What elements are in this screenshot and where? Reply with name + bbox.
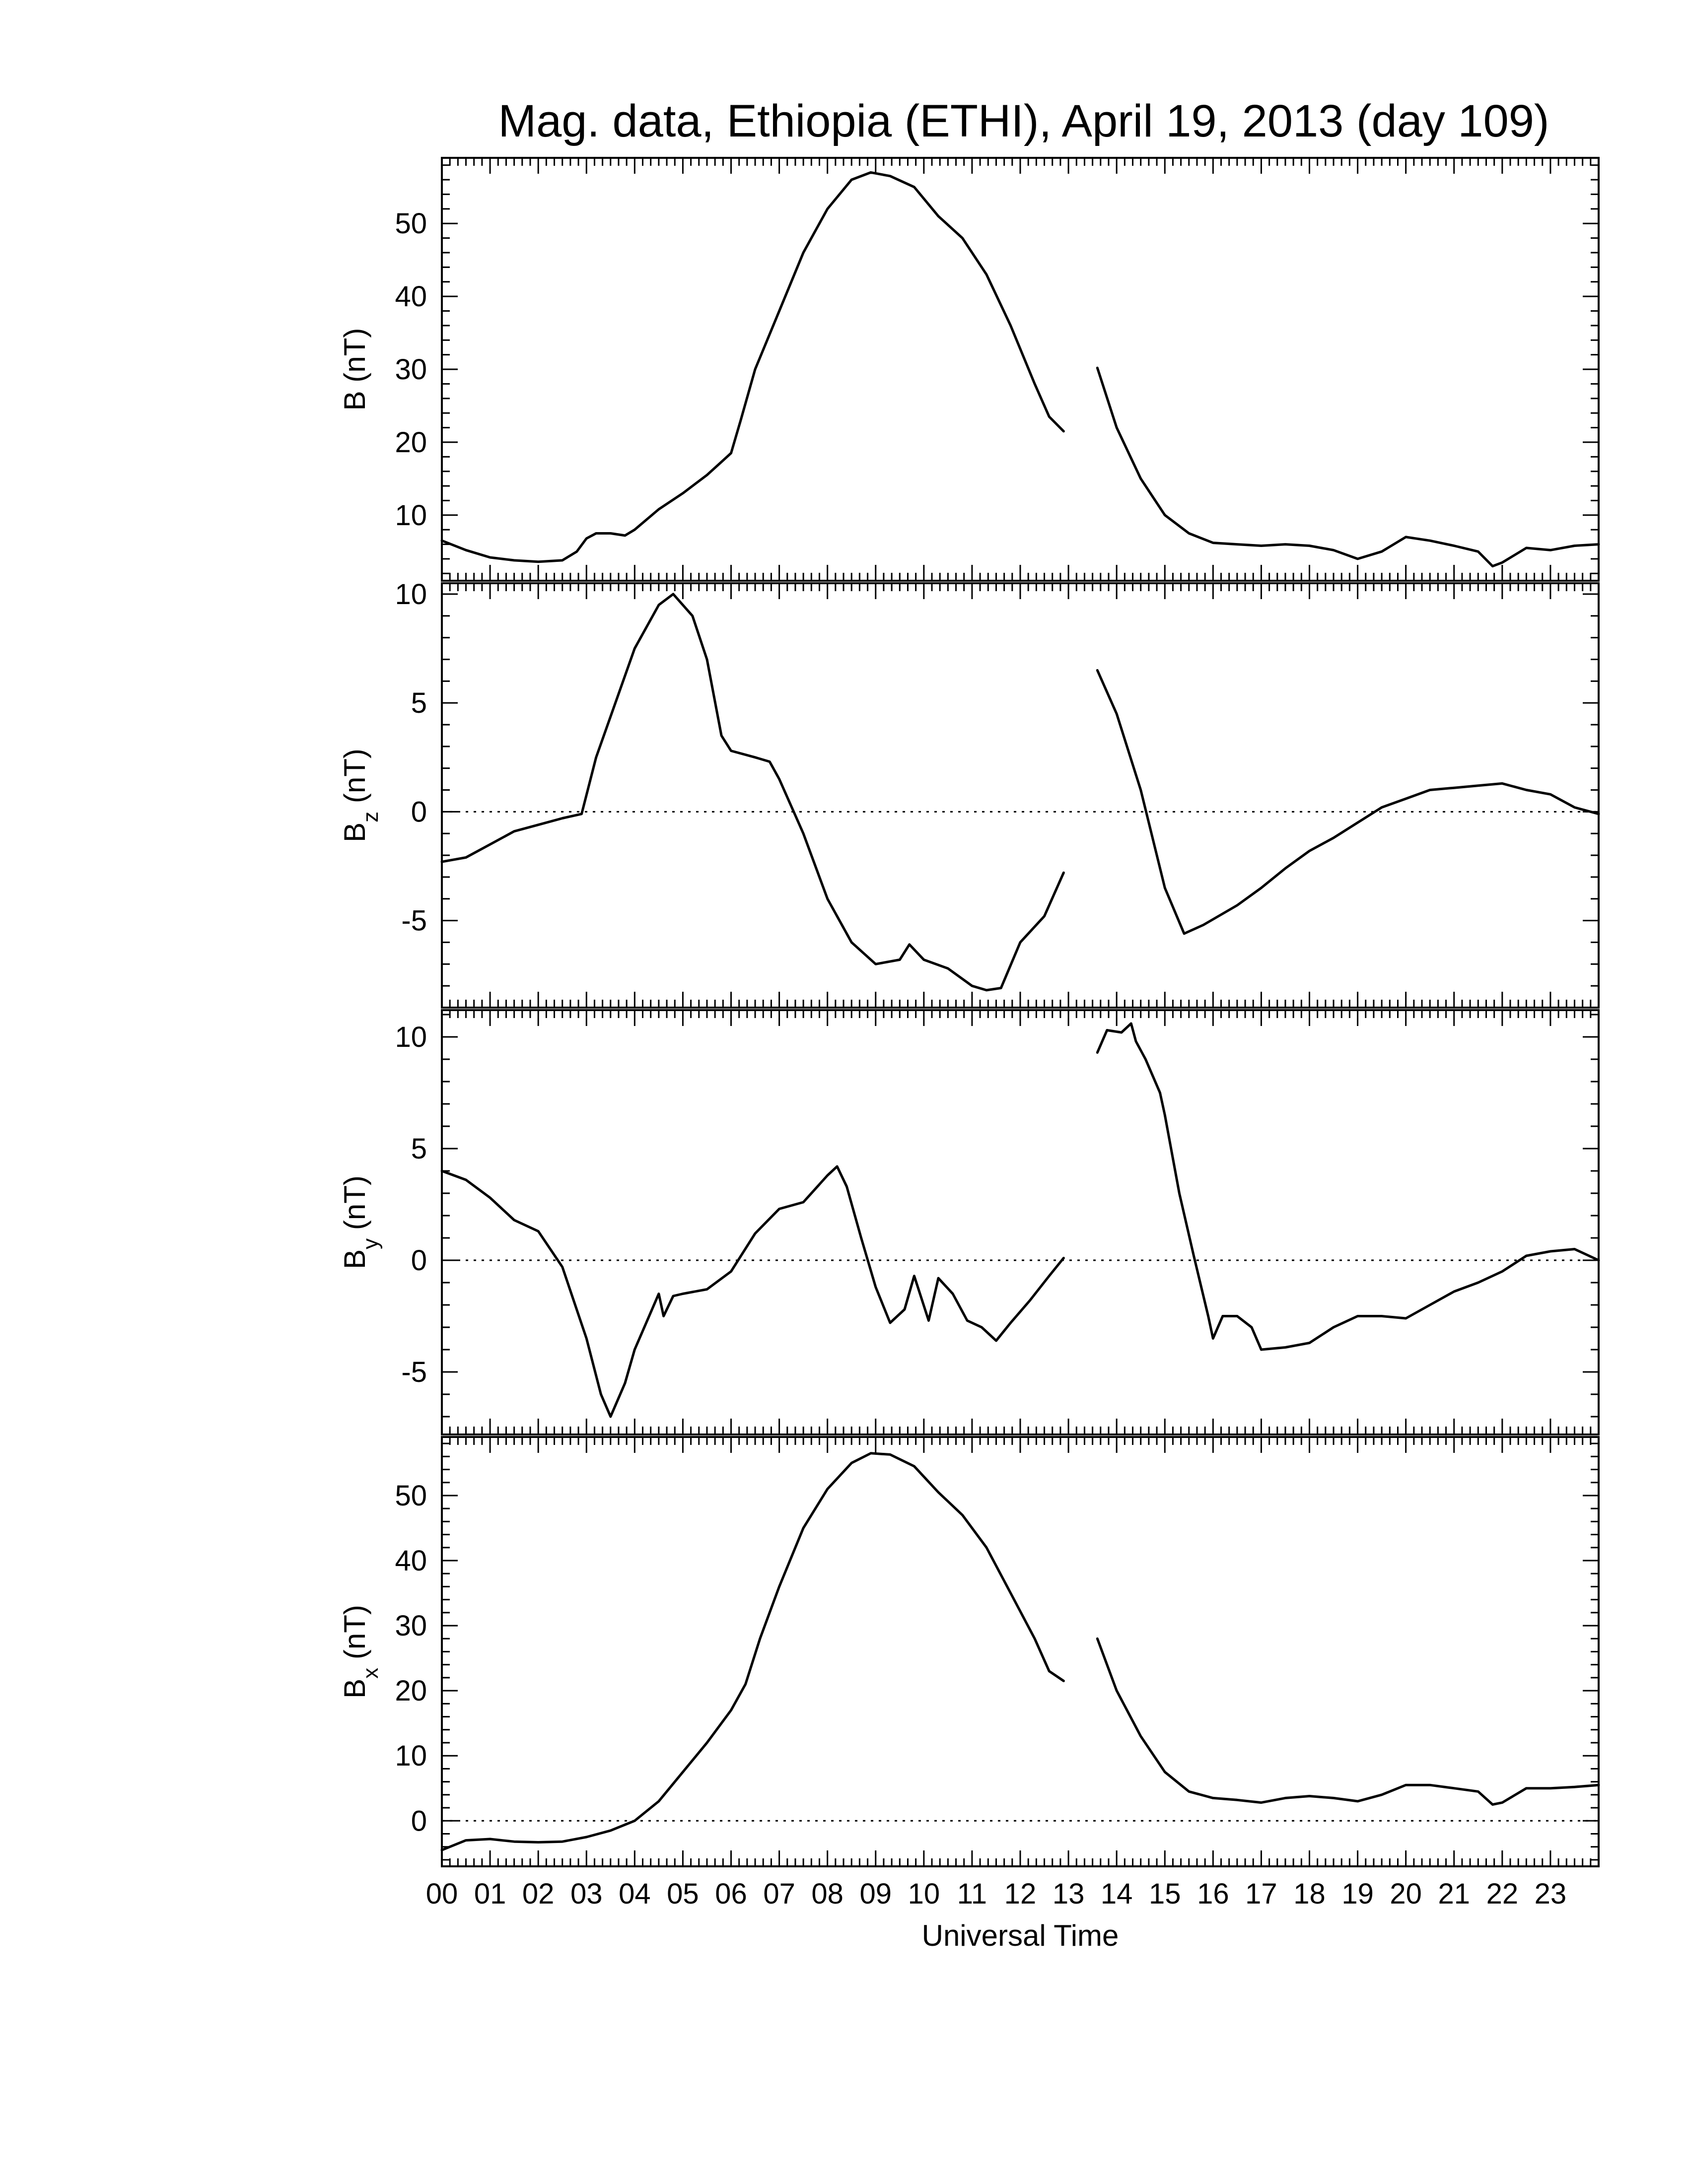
x-tick-label: 17 <box>1245 1878 1277 1910</box>
panel-frame <box>441 157 1600 582</box>
x-axis-label: Universal Time <box>922 1919 1119 1952</box>
x-tick-label: 20 <box>1390 1878 1422 1910</box>
y-axis-label-unit: (nT) <box>338 749 371 812</box>
panel-By: 10 5 0 -5 By (nT) <box>338 1009 1600 1435</box>
panel-Bz: 10 5 0 -5 Bz (nT) <box>338 578 1600 1009</box>
y-tick-label: 0 <box>411 1805 427 1837</box>
panel-frame <box>441 1009 1600 1435</box>
y-axis-label-main: B <box>338 822 371 842</box>
y-tick-label: 5 <box>411 1133 427 1165</box>
y-tick-label: 20 <box>395 1675 427 1707</box>
y-axis-label: Bz (nT) <box>338 749 383 842</box>
y-tick-label: 50 <box>395 1480 427 1512</box>
y-tick-label: 30 <box>395 1610 427 1642</box>
series-line-B-1 <box>440 171 1065 563</box>
y-axis-label-unit: (nT) <box>338 328 371 391</box>
panel-B: 10 20 30 40 50 B (nT) <box>338 157 1600 582</box>
x-tick-label: 21 <box>1438 1878 1470 1910</box>
x-tick-label: 10 <box>908 1878 940 1910</box>
series-line-B-2 <box>1096 366 1600 568</box>
x-tick-label: 00 <box>426 1878 458 1910</box>
y-axis-label-subscript: z <box>358 812 383 822</box>
y-axis-label-subscript: y <box>358 1238 383 1249</box>
x-tick-label: 12 <box>1004 1878 1037 1910</box>
x-tick-label: 22 <box>1486 1878 1519 1910</box>
y-axis-label-subscript: x <box>358 1668 383 1679</box>
series-line-Bx-1 <box>440 1452 1065 1851</box>
x-tick-label: 11 <box>957 1878 987 1910</box>
y-tick-label: 10 <box>395 1740 427 1772</box>
x-tick-label: 09 <box>859 1878 892 1910</box>
y-tick-label: 30 <box>395 353 427 386</box>
y-axis-label-main: B <box>338 391 371 410</box>
x-tick-label: 08 <box>811 1878 844 1910</box>
x-tick-label: 07 <box>763 1878 795 1910</box>
y-tick-label: 40 <box>395 1545 427 1577</box>
y-tick-label: 40 <box>395 280 427 313</box>
x-tick-label: 13 <box>1053 1878 1085 1910</box>
y-axis-label: Bx (nT) <box>338 1605 383 1699</box>
x-tick-label: 18 <box>1293 1878 1326 1910</box>
y-tick-label: 0 <box>411 796 427 828</box>
panel-Bx: 50 40 30 20 10 0 Bx (nT) <box>338 1436 1600 1867</box>
x-tick-label: 14 <box>1101 1878 1133 1910</box>
y-tick-label: 10 <box>395 499 427 532</box>
x-tick-label: 03 <box>570 1878 603 1910</box>
x-tick-label: 23 <box>1535 1878 1567 1910</box>
chart-title: Mag. data, Ethiopia (ETHI), April 19, 20… <box>498 96 1549 146</box>
y-tick-label: 10 <box>395 578 427 611</box>
x-tick-label: 06 <box>715 1878 747 1910</box>
series-line-By-2 <box>1096 1022 1600 1351</box>
series-line-Bz-1 <box>440 593 1065 992</box>
x-tick-label: 04 <box>619 1878 651 1910</box>
x-tick-label: 02 <box>522 1878 555 1910</box>
x-tick-label: 16 <box>1197 1878 1229 1910</box>
y-tick-label: 20 <box>395 426 427 459</box>
y-tick-label: -5 <box>401 905 427 937</box>
series-line-By-1 <box>440 1165 1065 1418</box>
series-line-Bx-2 <box>1096 1637 1600 1806</box>
x-tick-label: 05 <box>667 1878 699 1910</box>
y-axis-label-main: B <box>338 1679 371 1699</box>
x-tick-label: 19 <box>1341 1878 1374 1910</box>
y-axis-label: By (nT) <box>338 1175 383 1269</box>
x-tick-label: 01 <box>474 1878 506 1910</box>
y-axis-label-unit: (nT) <box>338 1175 371 1238</box>
y-tick-label: 5 <box>411 687 427 719</box>
x-tick-label: 15 <box>1149 1878 1181 1910</box>
y-axis-label-main: B <box>338 1249 371 1269</box>
y-tick-label: 50 <box>395 207 427 240</box>
series-line-Bz-2 <box>1096 669 1600 935</box>
panel-frame <box>441 1436 1600 1867</box>
y-axis-label: B (nT) <box>338 328 371 411</box>
y-tick-label: 0 <box>411 1244 427 1277</box>
y-tick-label: -5 <box>401 1356 427 1388</box>
y-tick-label: 10 <box>395 1021 427 1053</box>
y-axis-label-unit: (nT) <box>338 1605 371 1668</box>
x-axis: 00 01 02 03 04 05 06 07 08 09 10 11 12 13 14 15 16 17 18 19… <box>426 1878 1566 1910</box>
